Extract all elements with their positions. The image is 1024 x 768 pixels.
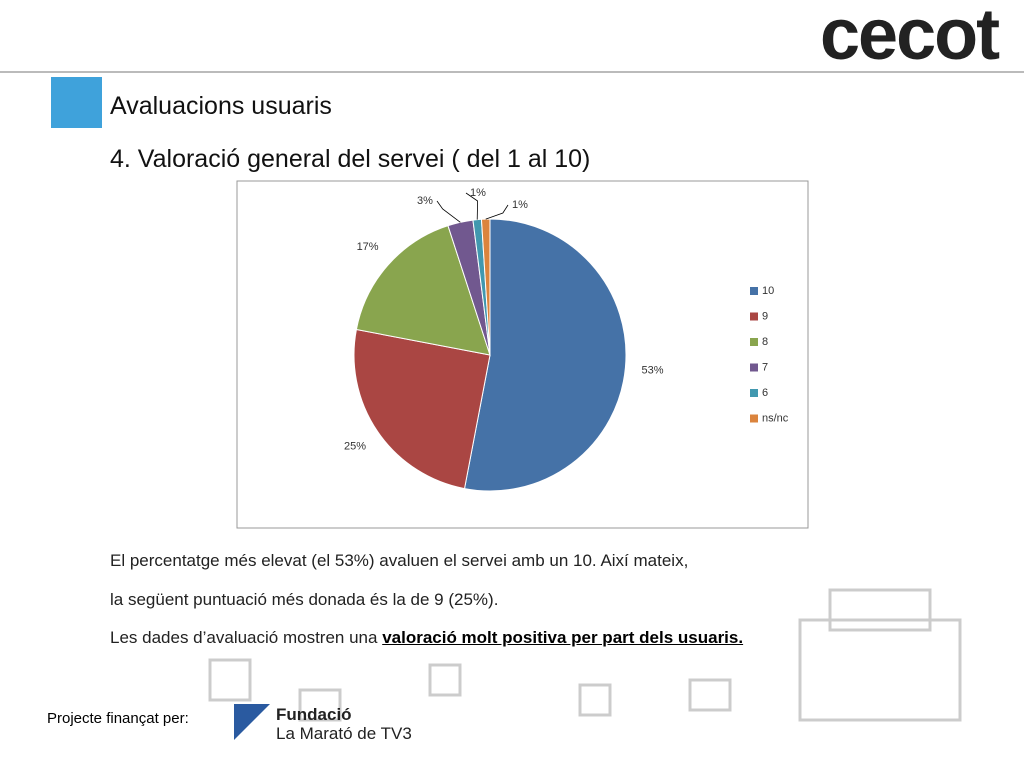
legend-swatch [750, 338, 758, 346]
header-rule [0, 71, 1024, 73]
legend-swatch [750, 287, 758, 295]
conclusion-emphasis: valoració molt positiva per part dels us… [382, 628, 744, 647]
pie-slice [353, 328, 491, 490]
building-sketch [208, 588, 962, 722]
legend-label: ns/nc [762, 412, 789, 424]
subtitle: 4. Valoració general del servei ( del 1 … [110, 145, 591, 173]
legend-label: 7 [762, 361, 768, 373]
data-label: 17% [357, 241, 379, 253]
legend-swatch [750, 414, 758, 423]
legend-swatch [750, 363, 758, 372]
footer-label: Projecte finançat per: [47, 710, 189, 727]
funder-icon [234, 704, 270, 740]
title: Avaluacions usuaris [110, 92, 332, 120]
leader-line [465, 192, 479, 220]
funder-name: La Marató de TV3 [276, 724, 412, 743]
legend-label: 6 [762, 387, 768, 399]
legend-swatch [750, 312, 758, 321]
data-label: 1% [512, 199, 528, 211]
data-label: 53% [641, 364, 663, 376]
conclusion: Les dades d’avaluació mostren una [110, 628, 378, 647]
paragraph: Les dades d’avaluació mostren una valora… [110, 628, 743, 648]
paragraph: El percentatge més elevat (el 53%) avalu… [110, 551, 689, 570]
paragraph: la següent puntuació més donada és la de… [110, 590, 499, 609]
data-label: 25% [344, 441, 366, 453]
title-square [51, 77, 102, 128]
pie-slice [463, 218, 627, 492]
pie-slice [355, 225, 491, 356]
pie-slice [480, 218, 491, 356]
logo: cecot [820, 0, 1000, 75]
leader-line [436, 200, 461, 223]
legend-label: 8 [762, 336, 768, 348]
leader-line [485, 204, 509, 220]
data-label: 1% [470, 187, 486, 199]
legend-label: 10 [762, 285, 774, 297]
legend-swatch [750, 389, 758, 397]
funder-name: Fundació [276, 705, 352, 724]
data-label: 3% [417, 195, 433, 207]
legend-label: 9 [762, 310, 768, 322]
